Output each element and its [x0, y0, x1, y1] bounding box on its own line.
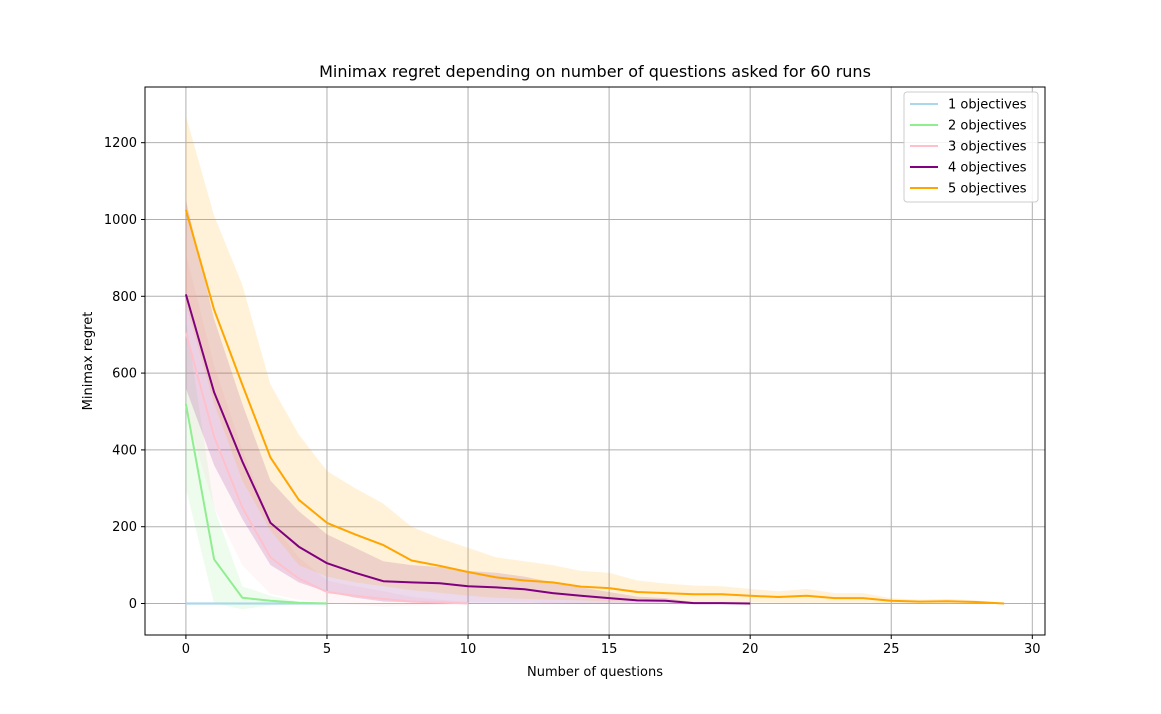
- legend-label-5: 5 objectives: [948, 182, 1027, 197]
- y-tick-label: 200: [112, 520, 137, 535]
- y-tick-label: 800: [112, 290, 137, 305]
- x-tick-label: 25: [883, 642, 900, 657]
- plot-frame: [144, 86, 1046, 636]
- y-tick-label: 400: [112, 443, 137, 458]
- line-series-4: [184, 294, 751, 605]
- line-series-3: [184, 332, 469, 605]
- x-tick-label: 0: [182, 642, 190, 657]
- x-tick-label: 5: [323, 642, 331, 657]
- chart-title: Minimax regret depending on number of qu…: [319, 62, 871, 81]
- band-series-2: [185, 319, 327, 610]
- x-tick-label: 20: [742, 642, 759, 657]
- legend-label-1: 1 objectives: [948, 98, 1027, 113]
- y-tick-label: 600: [112, 367, 137, 382]
- line-series-5: [184, 209, 1005, 605]
- legend-box: [903, 91, 1039, 203]
- x-tick-label: 30: [1024, 642, 1041, 657]
- legend: 1 objectives 2 objectives 3 objectives 4 ob…: [903, 91, 1039, 203]
- x-tick-label: 15: [601, 642, 618, 657]
- x-tick-label: 10: [460, 642, 477, 657]
- y-tick-label: 1000: [104, 213, 137, 228]
- x-axis-label: Number of questions: [527, 665, 663, 680]
- legend-label-2: 2 objectives: [948, 119, 1027, 134]
- y-tick-label: 0: [129, 597, 137, 612]
- x-axis-ticks: 0 5 10 15 20 25 30: [182, 635, 1041, 657]
- y-tick-label: 1200: [104, 136, 137, 151]
- y-axis-ticks: 0 200 400 600 800 1000 1200: [104, 136, 145, 612]
- y-axis-label: Minimax regret: [81, 312, 96, 411]
- series-lines: [184, 209, 1005, 605]
- legend-label-4: 4 objectives: [948, 161, 1027, 176]
- legend-label-3: 3 objectives: [948, 140, 1027, 155]
- band-series-3: [185, 254, 468, 607]
- line-series-2: [184, 403, 328, 605]
